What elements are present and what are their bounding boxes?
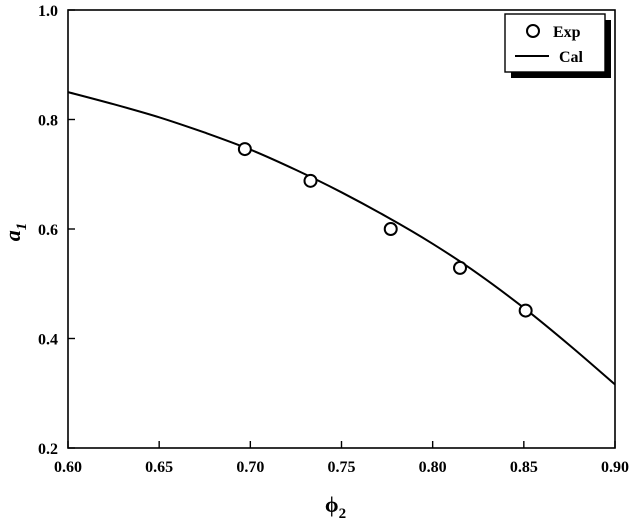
y-tick-label: 0.4 (38, 332, 58, 349)
legend-exp-marker (526, 24, 540, 38)
x-tick-label: 0.65 (145, 459, 173, 476)
exp-data-point (453, 260, 468, 275)
exp-data-point (237, 142, 252, 157)
x-tick-label: 0.60 (54, 459, 82, 476)
legend-box (504, 13, 606, 73)
axis-titles: ϕ2 a1 (0, 223, 346, 522)
y-tick-label: 0.8 (38, 113, 58, 130)
y-tick-label: 1.0 (38, 3, 58, 20)
y-axis-title: a1 (0, 223, 30, 242)
x-tick-label: 0.70 (236, 459, 264, 476)
x-tick-label: 0.80 (419, 459, 447, 476)
exp-data-point (383, 222, 398, 236)
legend-cal-label: Cal (559, 49, 584, 66)
legend: Exp Cal (504, 13, 611, 78)
axis-ticks (67, 9, 616, 449)
x-tick-label: 0.90 (601, 459, 629, 476)
cal-series-line (67, 91, 616, 386)
x-axis-title: ϕ2 (325, 492, 346, 522)
x-tick-label: 0.85 (510, 459, 538, 476)
calculated-curve (67, 91, 616, 386)
exp-data-point (303, 173, 318, 188)
legend-exp-label: Exp (553, 24, 581, 41)
exp-data-point (518, 303, 533, 318)
y-tick-label: 0.2 (38, 441, 58, 458)
experimental-points (237, 142, 533, 318)
y-tick-label: 0.6 (38, 222, 58, 239)
x-tick-label: 0.75 (328, 459, 356, 476)
tick-labels: 0.60 0.65 0.70 0.75 0.80 0.85 0.90 0.2 0.4 0.6 0.8… (38, 3, 629, 476)
